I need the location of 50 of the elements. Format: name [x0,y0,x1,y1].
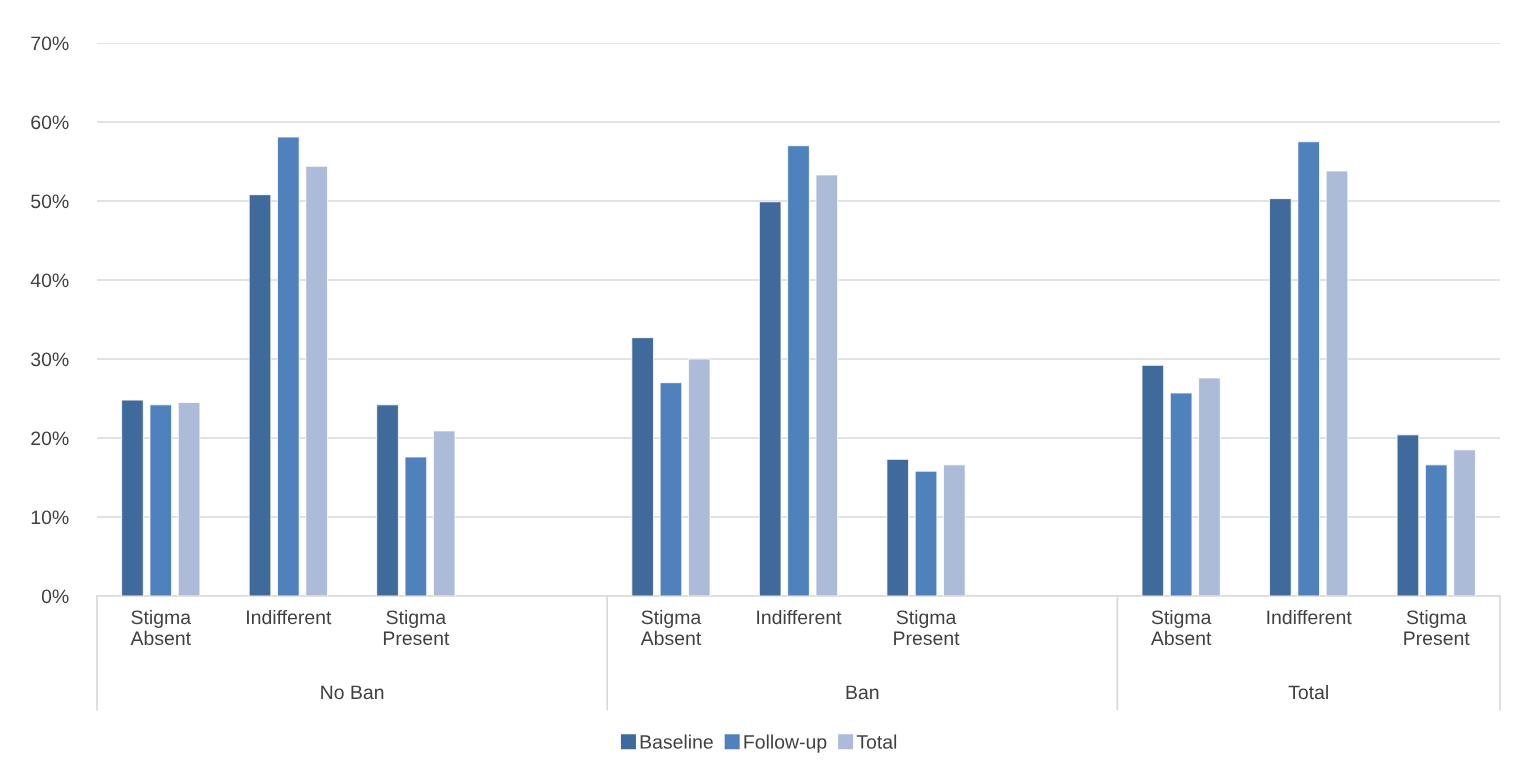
x-tick-label: Indifferent [247,609,332,625]
x-tick-label: Indifferent [1267,609,1352,625]
bar [886,458,909,596]
legend-label: Total [856,734,897,749]
bar [121,399,144,596]
text: Total [1288,684,1328,700]
y-tick-label: 50% [31,194,69,209]
bar [914,470,938,596]
legend-label: Baseline [640,734,713,749]
y-tick-label: 70% [31,36,69,51]
bar [1453,449,1476,596]
bar [432,430,456,596]
bar [305,165,328,596]
bar [787,145,810,596]
bar [404,456,428,596]
text: No Ban [321,685,384,700]
bar [1424,464,1448,596]
x-tick-label: Stigma Absent [130,609,192,646]
legend-label: Follow-up [744,734,827,753]
bar [815,174,839,596]
text: Ban [846,685,879,700]
bar [1297,141,1320,596]
bar [943,464,966,596]
y-tick-label: 20% [31,431,69,446]
y-tick-label: 40% [30,273,69,288]
bar [758,201,782,596]
x-tick-label: Stigma Absent [640,609,702,646]
bar [1325,170,1349,596]
y-tick-label: 30% [31,352,69,367]
x-tick-label: Stigma Present [1404,609,1470,646]
bar [688,358,711,596]
bar [177,402,201,596]
y-tick-label: 10% [31,510,69,525]
x-tick-label: Stigma Absent [1150,609,1212,646]
bar [149,404,173,596]
x-tick-label: Stigma Present [894,609,960,646]
bar [376,404,399,596]
bar [1141,364,1165,596]
y-tick-label: 0% [41,589,69,604]
bar [659,382,683,596]
bar [631,337,654,596]
bar [1269,198,1292,596]
x-tick-label: Indifferent [757,609,842,625]
bar [1169,392,1193,596]
x-tick-label: Stigma Present [383,609,450,646]
y-tick-label: 60% [31,115,69,130]
bar [1396,434,1420,596]
bar [248,194,272,596]
bar [277,136,300,596]
bar [1198,377,1221,596]
